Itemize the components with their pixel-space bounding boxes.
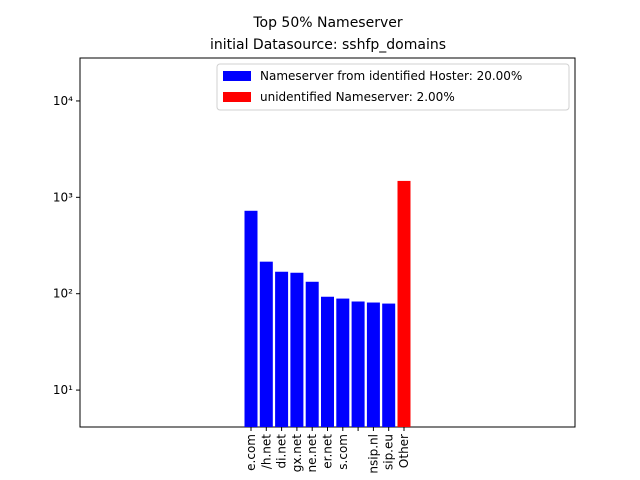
bar (290, 272, 304, 427)
bar (397, 180, 411, 427)
bar (382, 303, 396, 427)
x-tick-label: s.com (336, 434, 350, 470)
bar (259, 261, 273, 427)
x-tick-label: e.com (244, 434, 258, 471)
x-tick-label: Other (397, 434, 411, 468)
legend-swatch (223, 92, 251, 102)
y-tick-label: 10¹ (53, 383, 73, 397)
chart-subtitle: initial Datasource: sshfp_domains (210, 37, 446, 53)
bar (321, 296, 334, 427)
y-tick-label: 10³ (53, 190, 73, 204)
legend-label: Nameserver from identified Hoster: 20.00… (260, 69, 522, 83)
bar (305, 281, 319, 427)
y-tick-label: 10⁴ (53, 94, 73, 108)
bar (275, 271, 289, 427)
x-tick-label: nsip.nl (366, 434, 380, 474)
x-tick-label: ne.net (305, 434, 319, 473)
bar (336, 298, 350, 427)
legend-label: unidentified Nameserver: 2.00% (260, 90, 455, 104)
chart-title: Top 50% Nameserver (252, 15, 403, 31)
bar (244, 210, 258, 427)
x-tick-label: sip.eu (382, 434, 396, 470)
x-tick-label: /h.net (259, 434, 273, 469)
x-tick-label: gx.net (290, 434, 304, 473)
y-tick-label: 10² (53, 287, 73, 301)
x-tick-label: er.net (321, 434, 335, 469)
bar (366, 302, 380, 427)
legend-swatch (223, 71, 251, 81)
bar (351, 301, 365, 427)
x-tick-label: di.net (275, 434, 289, 469)
legend-frame (216, 63, 570, 111)
